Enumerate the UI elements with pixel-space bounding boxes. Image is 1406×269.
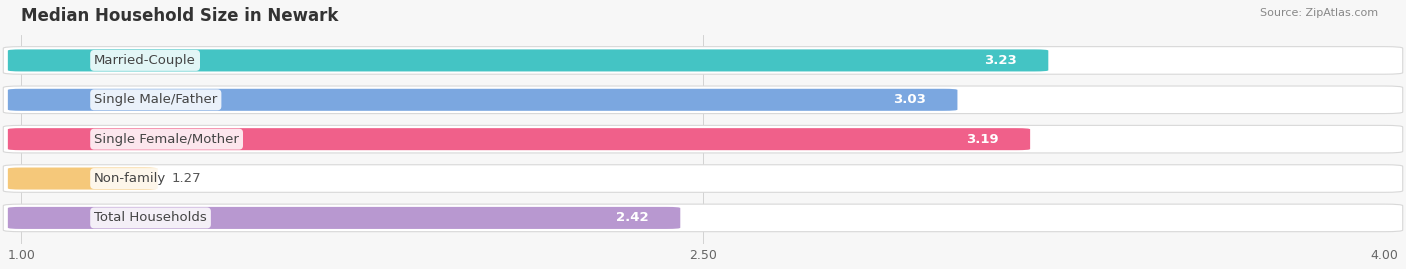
Text: Single Female/Mother: Single Female/Mother [94,133,239,146]
Text: Single Male/Father: Single Male/Father [94,93,218,106]
Text: 3.19: 3.19 [966,133,998,146]
Text: Median Household Size in Newark: Median Household Size in Newark [21,7,339,25]
FancyBboxPatch shape [8,49,1049,72]
Text: Source: ZipAtlas.com: Source: ZipAtlas.com [1260,8,1378,18]
Text: 3.23: 3.23 [984,54,1017,67]
FancyBboxPatch shape [8,128,1031,150]
Text: Married-Couple: Married-Couple [94,54,195,67]
FancyBboxPatch shape [8,207,681,229]
Text: 1.27: 1.27 [172,172,201,185]
Text: Total Households: Total Households [94,211,207,224]
FancyBboxPatch shape [3,86,1403,114]
FancyBboxPatch shape [3,204,1403,232]
Text: Non-family: Non-family [94,172,166,185]
FancyBboxPatch shape [8,89,957,111]
Text: 3.03: 3.03 [893,93,925,106]
FancyBboxPatch shape [3,47,1403,74]
FancyBboxPatch shape [8,168,157,190]
Text: 2.42: 2.42 [616,211,648,224]
FancyBboxPatch shape [3,165,1403,192]
FancyBboxPatch shape [3,125,1403,153]
